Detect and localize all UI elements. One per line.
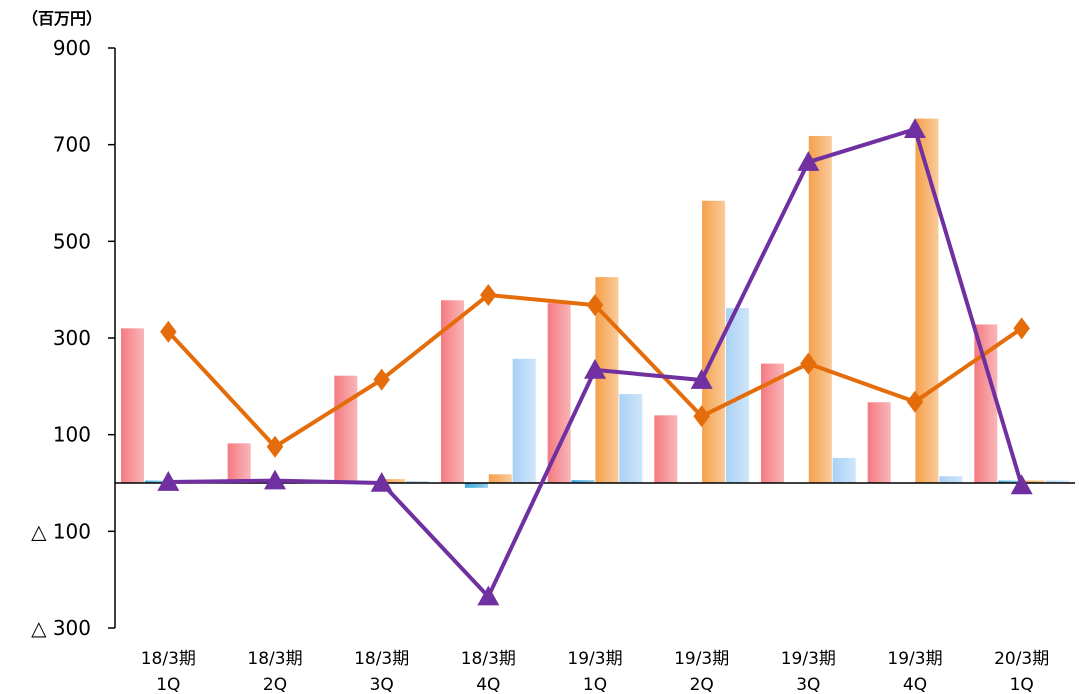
x-label-quarter: 4Q [903, 675, 927, 694]
bar-4 [833, 458, 856, 483]
y-tick-label: 300 [53, 326, 91, 350]
x-label-period: 19/3期 [887, 649, 942, 669]
y-tick-label: 900 [53, 36, 91, 60]
y-unit-label: （百万円） [22, 9, 102, 28]
x-label-quarter: 1Q [1010, 675, 1034, 694]
bar-3 [489, 474, 512, 483]
y-tick-label: 700 [53, 133, 91, 157]
x-label-quarter: 4Q [476, 675, 500, 694]
diamond-marker [480, 284, 497, 306]
x-label-period: 18/3期 [141, 649, 196, 669]
x-label-period: 18/3期 [247, 649, 302, 669]
bar-1 [654, 415, 677, 483]
y-tick-label: △ 300 [31, 616, 91, 640]
x-label-period: 18/3期 [354, 649, 409, 669]
y-axis: 900 700 500 300 100 △ 100 △ 300 [31, 36, 115, 640]
diamond-marker [373, 369, 390, 391]
bar-1 [868, 402, 891, 483]
bar-1 [228, 443, 251, 483]
x-label-quarter: 2Q [690, 675, 714, 694]
x-label-period: 19/3期 [674, 649, 729, 669]
x-label-quarter: 2Q [263, 675, 287, 694]
triangle-marker [1011, 474, 1033, 494]
bar-3 [809, 136, 832, 483]
y-tick-label: 100 [53, 423, 91, 447]
bar-4 [939, 476, 962, 483]
x-label-quarter: 3Q [796, 675, 820, 694]
x-label-period: 18/3期 [461, 649, 516, 669]
bar-1 [548, 303, 571, 483]
x-axis-labels: 18/3期 1Q 18/3期 2Q 18/3期 3Q 18/3期 4Q 19/3期 1Q 19/3期… [141, 649, 1050, 694]
bar-4 [619, 394, 642, 483]
diamond-marker [1013, 317, 1029, 339]
line-series-group [157, 118, 1032, 605]
bar-4 [513, 359, 536, 483]
y-tick-label: △ 100 [31, 519, 91, 543]
bar-1 [334, 376, 357, 483]
x-label-quarter: 3Q [370, 675, 394, 694]
x-label-period: 19/3期 [567, 649, 622, 669]
y-tick-label: 500 [53, 229, 91, 253]
x-label-quarter: 1Q [583, 675, 607, 694]
x-label-period: 20/3期 [994, 649, 1049, 669]
bar-1 [121, 328, 144, 483]
x-label-period: 19/3期 [781, 649, 836, 669]
x-label-quarter: 1Q [156, 675, 180, 694]
